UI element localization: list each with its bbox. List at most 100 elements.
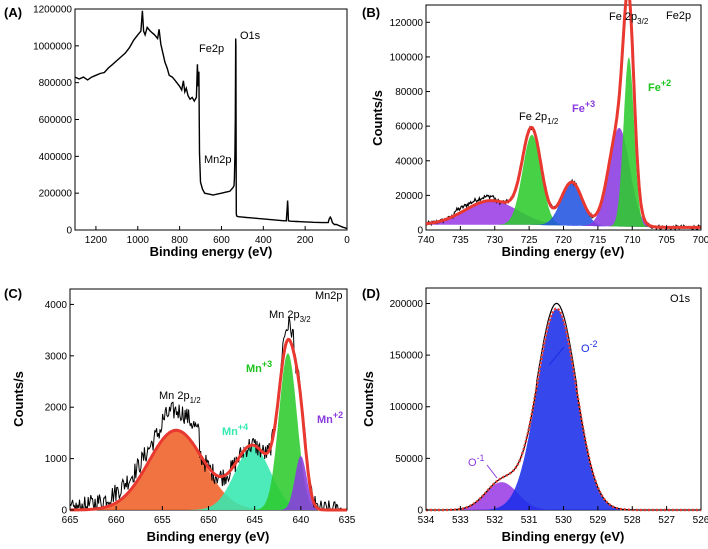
- panel-b-xtick-label: 715: [590, 235, 607, 246]
- panel-a-ytick-label: 0: [66, 226, 72, 237]
- panel-a-label: (A): [4, 5, 22, 20]
- fe2p12-annotation: Fe 2p1/2: [519, 111, 559, 126]
- panel-c-xtick-label: 635: [339, 515, 356, 526]
- panel-d-xtick-label: 531: [521, 515, 538, 526]
- panel-d-o1s: 534 533 532 531 530 529 528 527 526 0 50000 100000 1…: [361, 286, 708, 544]
- fe2p-envelope-fit: [425, 0, 701, 229]
- panel-b-xtick-label: 705: [658, 235, 675, 246]
- panel-d-xtick-label: 526: [693, 515, 708, 526]
- panel-d-ytick-label: 150000: [390, 351, 424, 362]
- panel-d-xtick-label: 529: [590, 515, 607, 526]
- panel-d-label: (D): [362, 286, 380, 301]
- mn2p-annotation: Mn2p: [204, 154, 232, 166]
- o1s-raw-data: [426, 302, 701, 511]
- panel-b-xtick-label: 730: [486, 235, 503, 246]
- panel-b-xtick-label: 740: [418, 235, 435, 246]
- o1-annotation: O-1: [468, 453, 485, 469]
- mn4-annotation: Mn+4: [222, 422, 248, 438]
- panel-d-xtick-label: 533: [452, 515, 469, 526]
- panel-c-ytick-label: 3000: [45, 351, 68, 362]
- survey-spectrum-line: [74, 10, 348, 230]
- panel-a-ytick-label: 800000: [39, 78, 73, 89]
- panel-b-ytick-label: 120000: [390, 18, 424, 29]
- panel-d-ticks: 534 533 532 531 530 529 528 527 526 0 50000 100000 1…: [390, 299, 708, 526]
- panel-c-label: (C): [4, 286, 22, 301]
- panel-b-ytick-label: 100000: [390, 52, 424, 63]
- panel-d-ytick-label: 100000: [390, 402, 424, 413]
- panel-a-ytick-label: 600000: [39, 115, 73, 126]
- panel-d-xtick-label: 528: [624, 515, 641, 526]
- panel-d-xlabel: Binding energy (eV): [502, 529, 625, 544]
- panel-a-survey: 1200 1000 800 600 400 200 0 0 200000 400000 600000…: [4, 5, 350, 260]
- panel-b-xtick-label: 710: [624, 235, 641, 246]
- panel-b-label: (B): [362, 5, 380, 20]
- panel-c-xtick-label: 650: [200, 515, 217, 526]
- panel-a-ytick-label: 400000: [39, 152, 73, 163]
- panel-b-xtick-label: 735: [452, 235, 469, 246]
- panel-b-xtick-label: 700: [693, 235, 708, 246]
- panel-b-ylabel: Counts/s: [370, 90, 385, 146]
- mn2p32-annotation: Mn 2p3/2: [269, 309, 311, 324]
- panel-d-ylabel: Counts/s: [361, 371, 376, 427]
- panel-b-ticks: 740 735 730 725 720 715 710 705 700 0 20000 40000 60…: [390, 18, 708, 246]
- panel-b-peak-4: [426, 57, 701, 228]
- panel-c-xtick-label: 665: [62, 515, 79, 526]
- panel-c-ytick-label: 4000: [45, 300, 68, 311]
- panel-a-ytick-label: 1000000: [33, 41, 72, 52]
- panel-a-xtick-label: 1200: [85, 235, 108, 246]
- panel-d-xtick-label: 527: [658, 515, 675, 526]
- panel-c-ylabel: Counts/s: [11, 371, 26, 427]
- panel-a-ytick-label: 1200000: [33, 5, 72, 16]
- panel-c-peak-2: [70, 353, 347, 510]
- panel-b-title: Fe2p: [666, 10, 691, 22]
- panel-d-component-fills: [426, 308, 701, 510]
- panel-a-xtick-label: 800: [171, 235, 188, 246]
- panel-b-ytick-label: 60000: [395, 122, 423, 133]
- panel-a-xtick-label: 600: [213, 235, 230, 246]
- panel-c-xtick-label: 655: [154, 515, 171, 526]
- mn2p-envelope-fit: [69, 338, 347, 512]
- panel-b-xlabel: Binding energy (eV): [502, 244, 625, 259]
- panel-a-xtick-label: 200: [297, 235, 314, 246]
- panel-c-peak-0: [70, 430, 347, 510]
- fe2-annotation: Fe+2: [648, 78, 671, 94]
- mn2p12-annotation: Mn 2p1/2: [159, 390, 201, 405]
- o2-annotation: O-2: [581, 339, 598, 355]
- panel-b-xtick-label: 720: [555, 235, 572, 246]
- mn2-annotation: Mn+2: [317, 410, 343, 426]
- panel-b-peak-2: [426, 182, 701, 228]
- panel-b-ytick-label: 0: [417, 226, 423, 237]
- panel-a-xtick-label: 1000: [127, 235, 150, 246]
- panel-a-ytick-label: 200000: [39, 189, 73, 200]
- panel-d-xtick-label: 534: [418, 515, 435, 526]
- panel-c-ytick-label: 0: [61, 506, 67, 517]
- panel-a-ticks: 1200 1000 800 600 400 200 0 0 200000 400000 600000…: [33, 5, 350, 247]
- panel-d-title: O1s: [670, 293, 691, 305]
- panel-c-xtick-label: 645: [246, 515, 263, 526]
- panel-b-component-fills: [426, 57, 701, 228]
- mn3-annotation: Mn+3: [246, 359, 272, 375]
- o1s-envelope-fit: [426, 307, 701, 512]
- panel-b-ytick-label: 40000: [395, 156, 423, 167]
- fe3-annotation: Fe+3: [572, 99, 595, 115]
- o1s-annotation: O1s: [240, 30, 261, 42]
- panel-d-ytick-label: 50000: [395, 454, 423, 465]
- panel-c-ytick-label: 2000: [45, 403, 68, 414]
- panel-d-peak-0: [426, 482, 701, 510]
- fe2p-annotation: Fe2p: [199, 43, 224, 55]
- panel-d-xtick-label: 532: [486, 515, 503, 526]
- panel-a-xtick-label: 400: [255, 235, 272, 246]
- panel-b-ytick-label: 20000: [395, 191, 423, 202]
- panel-c-xlabel: Binding energy (eV): [147, 529, 270, 544]
- panel-a-xtick-label: 0: [344, 235, 350, 246]
- panel-c-ticks: 665 660 655 650 645 640 635 0 1000 2000 3000 4000: [45, 300, 356, 526]
- panel-a-xlabel: Binding energy (eV): [150, 244, 273, 259]
- panel-c-component-fills: [70, 353, 347, 510]
- panel-b-ytick-label: 80000: [395, 87, 423, 98]
- panel-c-xtick-label: 640: [292, 515, 309, 526]
- fe2p32-annotation: Fe 2p3/2: [609, 11, 649, 26]
- o1-pointer: [486, 464, 498, 479]
- panel-d-xtick-label: 530: [555, 515, 572, 526]
- panel-c-mn2p: 665 660 655 650 645 640 635 0 1000 2000 3000 4000 (…: [4, 286, 356, 544]
